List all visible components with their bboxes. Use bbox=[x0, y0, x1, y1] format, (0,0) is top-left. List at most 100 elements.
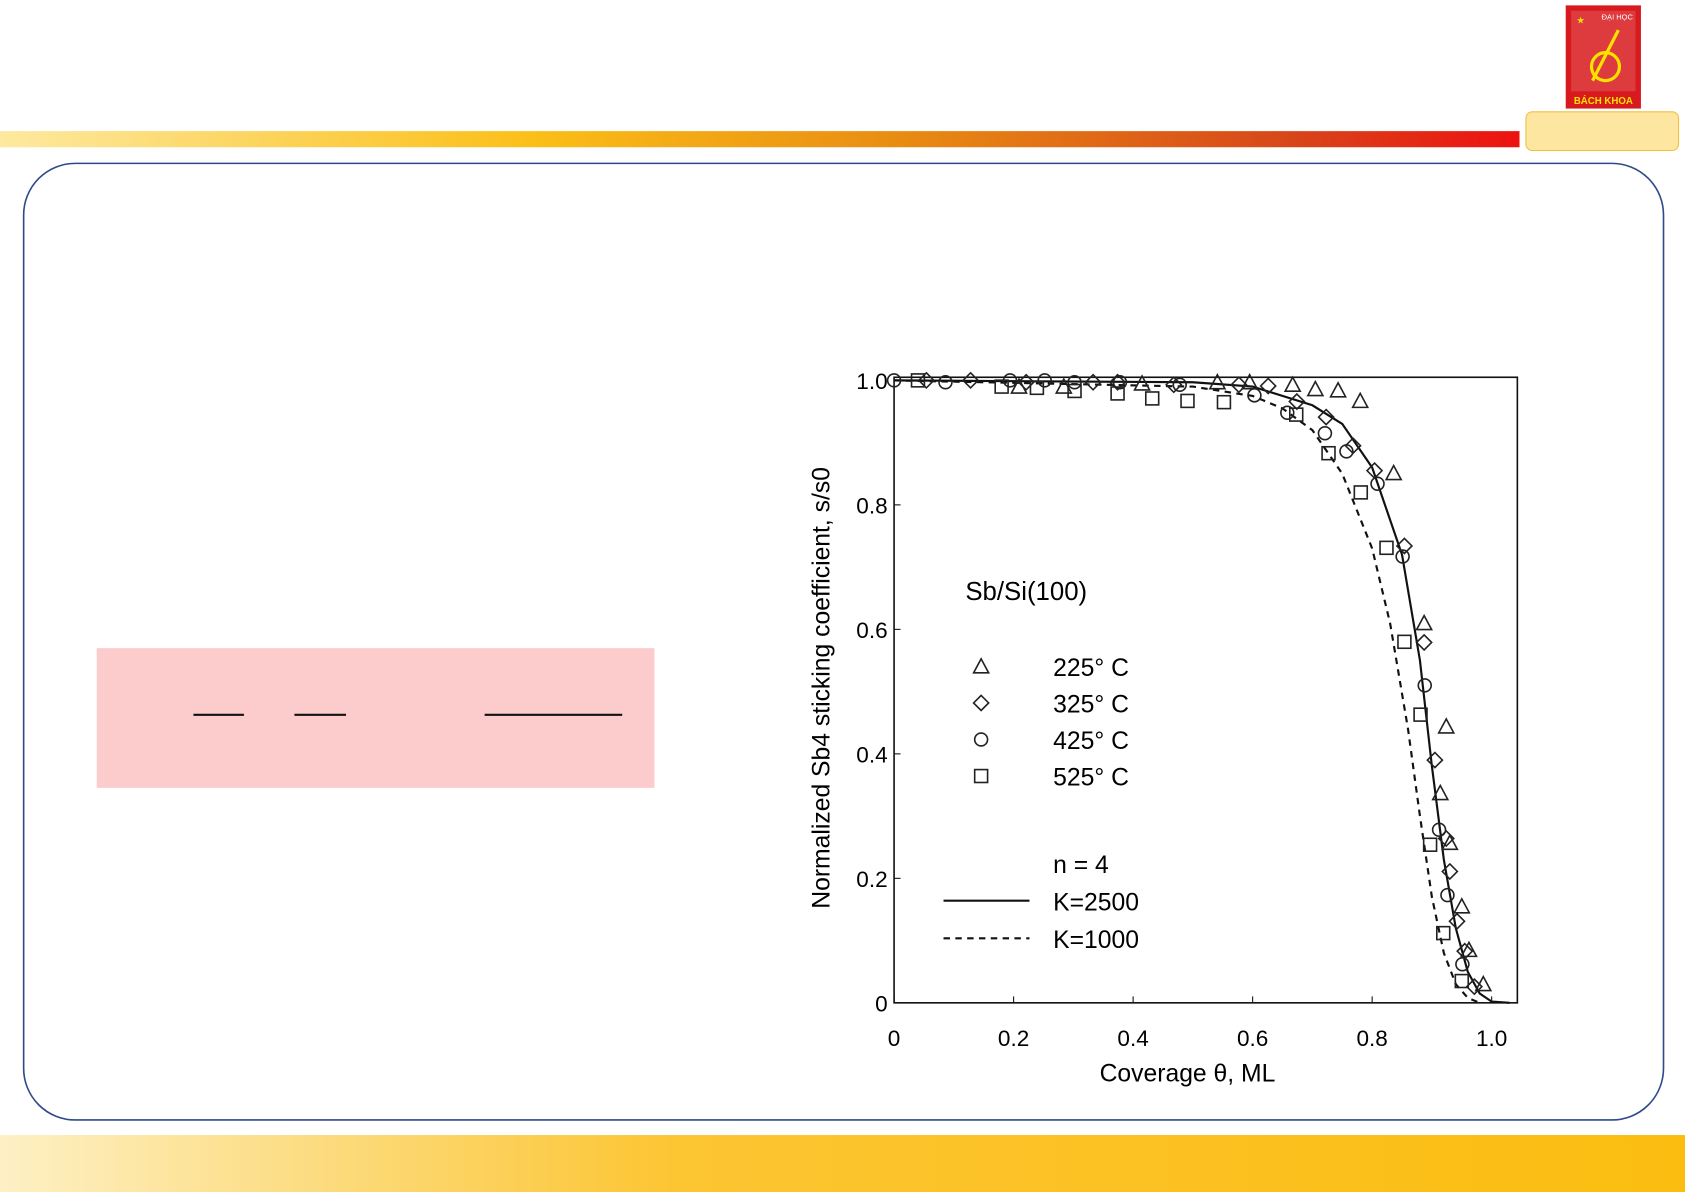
point bbox=[886, 373, 902, 388]
legend-title: Sb/Si(100) bbox=[965, 578, 1087, 606]
point bbox=[1460, 940, 1478, 958]
logo-star: ★ bbox=[1576, 16, 1585, 27]
y-tick-label: 0.4 bbox=[856, 742, 887, 767]
point bbox=[961, 371, 980, 390]
x-axis-label: Coverage θ, ML bbox=[1100, 1060, 1276, 1087]
point bbox=[1353, 485, 1369, 500]
point bbox=[1422, 837, 1438, 852]
point bbox=[1037, 373, 1052, 388]
point bbox=[1108, 373, 1127, 391]
header-bar bbox=[0, 131, 1520, 148]
point bbox=[1283, 375, 1302, 392]
point bbox=[1017, 373, 1035, 391]
point bbox=[1329, 381, 1347, 398]
logo-panel bbox=[1571, 10, 1636, 92]
fit-line bbox=[894, 379, 1481, 1004]
point bbox=[1426, 751, 1444, 769]
point bbox=[1413, 707, 1428, 722]
point bbox=[1395, 549, 1410, 564]
point bbox=[1440, 833, 1459, 851]
point bbox=[1384, 463, 1403, 481]
legend-marker bbox=[972, 657, 990, 674]
legend-label: 425° C bbox=[1053, 728, 1129, 755]
point bbox=[1317, 426, 1333, 441]
point bbox=[910, 373, 926, 388]
point bbox=[1208, 373, 1227, 390]
point bbox=[1230, 376, 1248, 394]
point bbox=[1067, 374, 1082, 390]
point bbox=[1455, 956, 1470, 972]
point bbox=[1440, 887, 1455, 903]
point bbox=[1144, 391, 1160, 406]
point bbox=[1029, 380, 1045, 396]
x-tick-label: 1.0 bbox=[1476, 1026, 1507, 1051]
legend-label: K=2500 bbox=[1053, 889, 1139, 916]
point bbox=[1437, 717, 1456, 734]
plot-frame bbox=[893, 376, 1519, 1004]
point bbox=[1417, 678, 1432, 693]
point bbox=[1259, 377, 1277, 395]
point bbox=[1110, 386, 1125, 401]
point bbox=[1165, 376, 1183, 394]
lines-title: n = 4 bbox=[1053, 852, 1109, 879]
header-tab bbox=[1525, 111, 1680, 152]
point bbox=[1431, 783, 1450, 801]
point bbox=[1180, 393, 1195, 409]
legend-label: 525° C bbox=[1053, 765, 1129, 792]
point bbox=[1448, 912, 1466, 930]
point bbox=[1216, 394, 1232, 410]
chart: 0 0.2 0.4 0.6 0.8 1.0 0 0.2 0.4 0.6 0.8 1.0 Coverage… bbox=[809, 369, 1519, 1087]
x-tick-label: 0.2 bbox=[998, 1026, 1029, 1051]
point bbox=[1415, 613, 1434, 631]
point bbox=[1288, 392, 1306, 411]
point bbox=[1339, 444, 1354, 459]
content-frame bbox=[22, 162, 1665, 1121]
point bbox=[994, 379, 1009, 394]
x-tick-label: 0.6 bbox=[1237, 1026, 1268, 1051]
x-tick-label: 0.8 bbox=[1356, 1026, 1387, 1051]
point bbox=[1172, 377, 1187, 392]
legend-marker bbox=[972, 694, 990, 712]
point bbox=[1247, 388, 1262, 403]
point bbox=[1289, 407, 1304, 422]
logo-bottom: BÁCH KHOA bbox=[1574, 96, 1633, 107]
x-tick-label: 0.4 bbox=[1117, 1026, 1148, 1051]
point bbox=[1431, 822, 1447, 838]
y-tick-label: 0.8 bbox=[856, 493, 887, 518]
legend-label: 225° C bbox=[1053, 655, 1129, 682]
logo: ★ ĐẠI HỌC BÁCH KHOA bbox=[1565, 5, 1641, 109]
logo-pen bbox=[1591, 29, 1620, 82]
point bbox=[1370, 476, 1385, 491]
point bbox=[938, 374, 953, 390]
point bbox=[1415, 633, 1433, 652]
point bbox=[1351, 391, 1370, 409]
y-tick-label: 1.0 bbox=[856, 369, 887, 394]
legend-label: 325° C bbox=[1053, 692, 1129, 719]
point bbox=[1317, 408, 1335, 426]
y-axis-label: Normalized Sb4 sticking coefficient, s/s… bbox=[809, 467, 836, 909]
footer-bar bbox=[0, 1135, 1685, 1192]
point bbox=[1395, 537, 1414, 555]
y-tick-label: 0.2 bbox=[856, 867, 887, 892]
fit-line bbox=[894, 379, 1510, 1004]
point bbox=[1306, 379, 1325, 397]
logo-top: ĐẠI HỌC bbox=[1602, 12, 1634, 21]
point bbox=[1280, 405, 1295, 421]
legend-marker bbox=[973, 768, 989, 784]
point bbox=[1465, 977, 1483, 996]
formula-box bbox=[96, 648, 655, 788]
point bbox=[1321, 445, 1336, 461]
point bbox=[1379, 540, 1394, 556]
point bbox=[1441, 862, 1459, 881]
x-tick-label: 0 bbox=[888, 1026, 901, 1051]
point bbox=[1397, 634, 1412, 650]
point bbox=[1240, 373, 1259, 390]
point bbox=[917, 371, 936, 390]
y-tick-label: 0 bbox=[875, 991, 888, 1016]
point bbox=[1436, 925, 1451, 941]
point bbox=[1133, 374, 1151, 391]
point bbox=[1112, 374, 1128, 390]
legend-label: K=1000 bbox=[1053, 927, 1139, 954]
y-tick-label: 0.6 bbox=[856, 618, 887, 643]
